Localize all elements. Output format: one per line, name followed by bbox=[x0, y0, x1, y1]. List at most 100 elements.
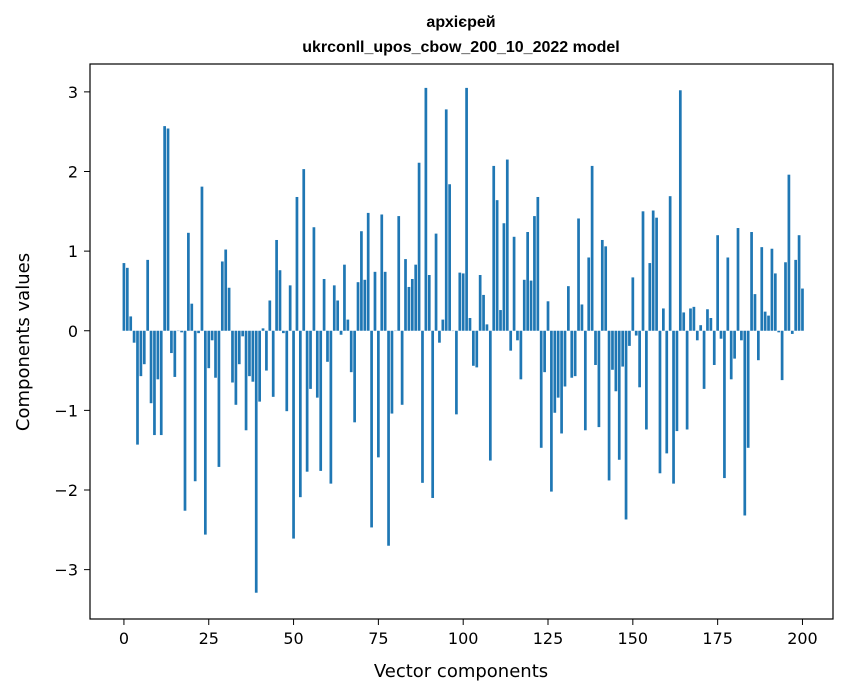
x-tick-label: 125 bbox=[533, 629, 564, 648]
bar bbox=[190, 303, 194, 331]
bar bbox=[485, 324, 489, 331]
bar bbox=[122, 263, 126, 331]
bar bbox=[587, 257, 591, 331]
x-tick-label: 25 bbox=[199, 629, 219, 648]
bar bbox=[726, 257, 730, 331]
bar bbox=[241, 330, 245, 337]
bar bbox=[156, 330, 160, 380]
bar bbox=[315, 330, 319, 398]
y-tick-label: 2 bbox=[68, 162, 78, 181]
bar bbox=[302, 169, 306, 331]
bar bbox=[550, 330, 553, 492]
bar bbox=[563, 330, 567, 387]
bar bbox=[448, 184, 451, 331]
bar bbox=[753, 294, 757, 331]
bar bbox=[472, 330, 475, 366]
bar bbox=[210, 330, 214, 341]
bar bbox=[655, 217, 658, 331]
bar bbox=[360, 231, 363, 331]
bar bbox=[757, 330, 760, 361]
bar bbox=[638, 330, 641, 388]
bar bbox=[146, 259, 150, 331]
bar bbox=[570, 330, 574, 378]
bar bbox=[543, 330, 546, 373]
bar bbox=[729, 330, 733, 380]
bar bbox=[217, 330, 221, 467]
bar bbox=[142, 330, 146, 365]
bar bbox=[536, 196, 540, 331]
y-axis-ticks: 3 2 1 0 −1 −2 −3 bbox=[54, 83, 90, 580]
bar bbox=[139, 330, 143, 377]
x-tick-label: 150 bbox=[618, 629, 649, 648]
bar bbox=[455, 330, 458, 415]
bar bbox=[505, 159, 509, 331]
bar bbox=[522, 279, 526, 331]
bars-group bbox=[122, 87, 804, 593]
bar bbox=[265, 330, 268, 371]
bar bbox=[682, 312, 686, 331]
bar bbox=[258, 330, 261, 402]
bar bbox=[343, 264, 346, 331]
bar bbox=[421, 330, 424, 483]
bar bbox=[512, 236, 516, 331]
bar bbox=[797, 235, 801, 331]
bar bbox=[750, 232, 753, 331]
bar bbox=[539, 330, 543, 448]
bar bbox=[203, 330, 207, 535]
bar bbox=[736, 228, 740, 331]
bar bbox=[461, 273, 465, 331]
plot-frame bbox=[89, 63, 834, 620]
bar bbox=[193, 330, 197, 482]
bar bbox=[567, 286, 570, 331]
bar bbox=[353, 330, 356, 423]
bar bbox=[624, 330, 628, 520]
bar bbox=[478, 275, 482, 331]
bar bbox=[383, 271, 387, 331]
bar bbox=[553, 330, 557, 413]
bar bbox=[136, 330, 139, 445]
bar bbox=[746, 330, 750, 448]
bar bbox=[438, 330, 441, 343]
bar bbox=[577, 218, 580, 331]
y-tick-label: 1 bbox=[68, 242, 78, 261]
bar bbox=[546, 301, 550, 331]
bar bbox=[580, 304, 584, 331]
bar bbox=[777, 330, 781, 333]
x-axis-label: Vector components bbox=[374, 661, 548, 682]
y-tick-label: −2 bbox=[54, 481, 78, 500]
bar bbox=[410, 278, 414, 331]
bar bbox=[282, 330, 285, 334]
bar bbox=[519, 330, 523, 380]
bar bbox=[387, 330, 390, 546]
bar bbox=[227, 287, 231, 331]
bar bbox=[132, 330, 136, 343]
bar bbox=[790, 330, 794, 334]
bar bbox=[149, 330, 153, 404]
bar bbox=[689, 308, 692, 331]
bar bbox=[645, 330, 648, 430]
bar bbox=[773, 273, 777, 331]
bar bbox=[349, 330, 353, 373]
bar bbox=[614, 330, 618, 392]
bar bbox=[288, 285, 292, 331]
bar bbox=[787, 174, 791, 331]
x-tick-label: 200 bbox=[787, 629, 818, 648]
bar bbox=[346, 319, 350, 331]
bar bbox=[794, 259, 798, 331]
bar bbox=[285, 330, 289, 412]
bar bbox=[370, 330, 373, 528]
bar bbox=[159, 330, 163, 436]
bar bbox=[600, 239, 604, 331]
bar bbox=[326, 330, 329, 362]
bar bbox=[709, 318, 713, 331]
bar bbox=[662, 308, 665, 331]
bar bbox=[763, 311, 767, 331]
bar bbox=[723, 330, 726, 479]
bar bbox=[488, 330, 492, 461]
bar bbox=[702, 330, 706, 389]
bar bbox=[248, 330, 251, 377]
bar bbox=[254, 330, 258, 593]
y-tick-label: 3 bbox=[68, 83, 78, 102]
bar bbox=[668, 196, 672, 331]
